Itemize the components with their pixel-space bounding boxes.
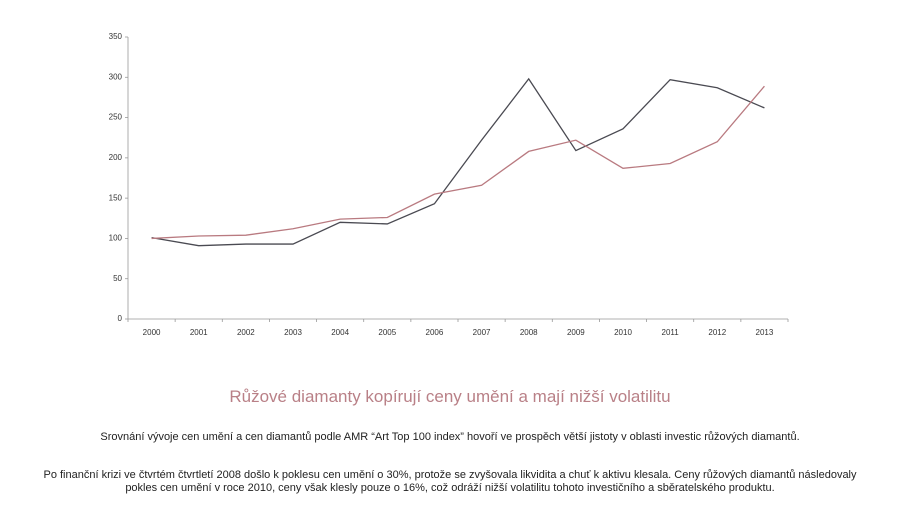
x-tick-label: 2006 xyxy=(426,328,444,337)
series-line xyxy=(151,85,765,240)
x-tick-label: 2009 xyxy=(567,328,585,337)
y-tick-label: 250 xyxy=(109,113,123,122)
x-tick-label: 2013 xyxy=(756,328,774,337)
chart-note: Po finanční krizi ve čtvrtém čtvrtletí 2… xyxy=(43,469,857,494)
chart-subtitle: Srovnání vývoje cen umění a cen diamantů… xyxy=(100,431,800,443)
y-tick-label: 300 xyxy=(109,72,123,81)
y-tick-label: 50 xyxy=(113,274,122,283)
x-tick-label: 2005 xyxy=(378,328,396,337)
x-tick-label: 2001 xyxy=(190,328,208,337)
chart-title: Růžové diamanty kopírují ceny umění a ma… xyxy=(229,387,671,406)
x-tick-label: 2010 xyxy=(614,328,632,337)
y-tick-label: 0 xyxy=(118,314,123,323)
x-tick-label: 2003 xyxy=(284,328,302,337)
series-line xyxy=(151,77,765,247)
x-tick-label: 2000 xyxy=(143,328,161,337)
x-tick-label: 2004 xyxy=(331,328,349,337)
x-tick-label: 2007 xyxy=(473,328,491,337)
y-tick-label: 200 xyxy=(109,153,123,162)
chart: 0 50 100 150 200 250 300 350 2000 2001 2002 2003 200… xyxy=(109,32,789,337)
x-tick-label: 2011 xyxy=(662,328,680,337)
x-tick-label: 2012 xyxy=(708,328,726,337)
y-tick-label: 100 xyxy=(109,234,123,243)
x-tick-label: 2002 xyxy=(237,328,255,337)
y-tick-label: 150 xyxy=(109,193,123,202)
y-tick-label: 350 xyxy=(109,32,123,41)
x-tick-label: 2008 xyxy=(520,328,538,337)
